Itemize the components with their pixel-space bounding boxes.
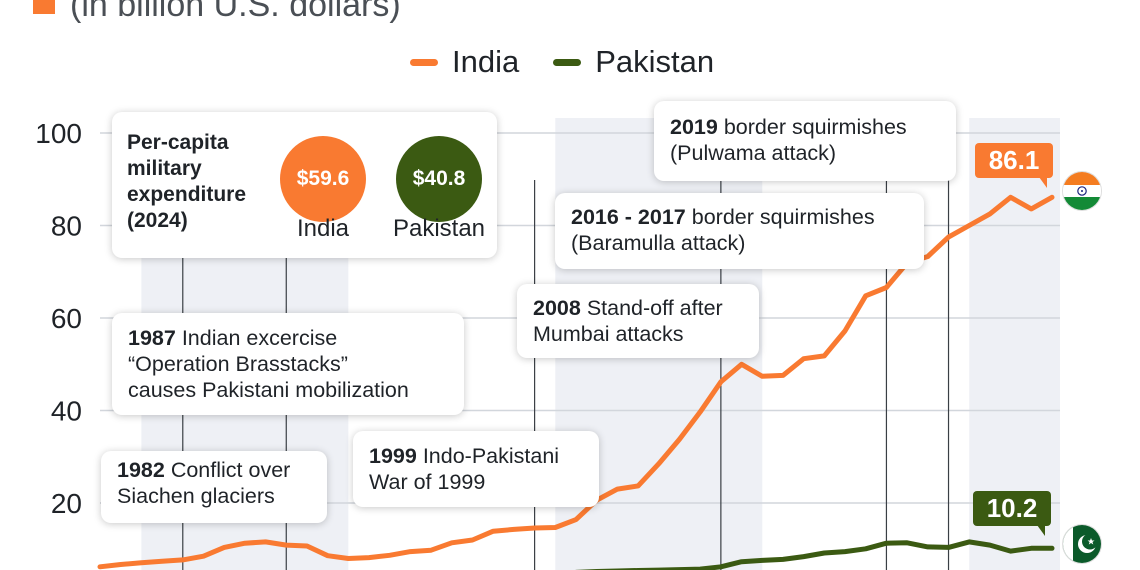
subtitle-swatch — [33, 0, 55, 14]
percapita-pakistan-label: Pakistan — [392, 215, 486, 242]
annotation-1982-text: Conflict over Siachen glaciers — [117, 458, 291, 508]
annotation-1987-text3: causes Pakistani mobilization — [128, 378, 409, 402]
annotation-1999-text2: War of 1999 — [369, 470, 486, 494]
legend-item-pakistan: Pakistan — [553, 44, 714, 80]
india-end-value: 86.1 — [988, 145, 1040, 175]
pakistan-end-value: 10.2 — [986, 493, 1038, 523]
chart-legend: India Pakistan — [410, 44, 714, 80]
percapita-title: Per-capita military expenditure (2024) — [127, 131, 247, 232]
annotation-1982: 1982 Conflict over Siachen glaciers — [101, 451, 327, 523]
annotation-2016-text2: (Baramulla attack) — [571, 231, 746, 255]
annotation-2008-text2: Mumbai attacks — [533, 322, 684, 346]
percapita-pakistan-circle: $40.8 — [396, 136, 482, 222]
y-tick-label-20: 20 — [51, 488, 82, 519]
series-line-pakistan — [575, 539, 1055, 570]
legend-label-india: India — [452, 44, 520, 79]
annotation-1987-year: 1987 — [128, 326, 176, 350]
percapita-india-label: India — [296, 215, 350, 242]
annotation-1987-text2: “Operation Brasstacks” — [128, 352, 348, 376]
percapita-pakistan-value: $40.8 — [412, 167, 466, 190]
legend-line-pakistan-icon — [553, 58, 582, 66]
india-flag-icon — [1063, 172, 1101, 210]
legend-line-india-icon — [410, 58, 438, 66]
legend-label-pakistan: Pakistan — [595, 44, 715, 79]
y-tick-label-40: 40 — [51, 396, 82, 427]
annotation-2016-text1: border squirmishes — [691, 205, 875, 229]
annotation-2019-text1: border squirmishes — [723, 115, 907, 139]
y-tick-label-100: 100 — [35, 118, 82, 149]
percapita-india-circle: $59.6 — [280, 136, 366, 222]
legend-item-india: India — [410, 44, 519, 80]
annotation-2019-year: 2019 — [670, 115, 718, 139]
y-tick-label-60: 60 — [51, 303, 82, 334]
india-end-label: 86.1 — [975, 143, 1053, 188]
y-tick-label-80: 80 — [51, 211, 82, 242]
annotation-2008-text1: Stand-off after — [586, 296, 723, 320]
annotation-1987: 1987 Indian excercise “Operation Brassta… — [112, 313, 464, 415]
annotation-2008-year: 2008 — [533, 296, 581, 320]
percapita-box: Per-capita military expenditure (2024) $… — [112, 112, 497, 258]
annotation-1982-year: 1982 — [117, 458, 165, 482]
annotation-1987-text1: Indian excercise — [181, 326, 338, 350]
pakistan-end-label: 10.2 — [973, 491, 1051, 536]
pakistan-flag-icon — [1063, 525, 1101, 563]
annotation-2008: 2008 Stand-off after Mumbai attacks — [517, 284, 759, 358]
annotation-1999-text1: Indo-Pakistani — [422, 444, 560, 468]
annotation-2016: 2016 - 2017 border squirmishes (Baramull… — [555, 193, 924, 269]
chart-subtitle: (in billion U.S. dollars) — [70, 0, 401, 24]
series-line-india — [97, 194, 1055, 570]
annotation-2016-year: 2016 - 2017 — [571, 205, 686, 229]
annotation-1999: 1999 Indo-Pakistani War of 1999 — [353, 431, 599, 507]
annotation-2019: 2019 border squirmishes (Pulwama attack) — [654, 101, 956, 181]
annotation-2019-text2: (Pulwama attack) — [670, 141, 837, 165]
percapita-india-value: $59.6 — [296, 167, 350, 190]
chart-y-tick-labels: 20 40 60 80 100 — [35, 118, 82, 519]
annotation-1999-year: 1999 — [369, 444, 417, 468]
chart-series — [97, 194, 1055, 570]
